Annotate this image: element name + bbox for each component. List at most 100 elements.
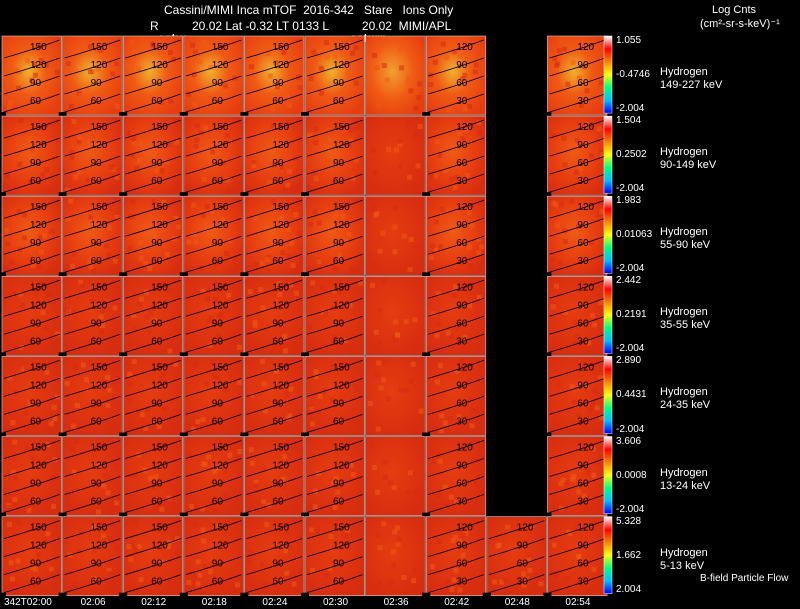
noise-pixel [274, 368, 280, 374]
noise-pixel [64, 380, 70, 386]
noise-pixel [468, 396, 474, 402]
noise-pixel [573, 169, 579, 175]
noise-pixel [103, 472, 109, 478]
contour-line [549, 217, 606, 237]
contour-label: 90 [333, 318, 345, 329]
noise-pixel [590, 401, 596, 407]
corner-mark [0, 432, 6, 439]
noise-pixel [454, 368, 460, 374]
noise-pixel [126, 543, 132, 549]
contour-label: 60 [456, 398, 468, 409]
corner-mark [301, 192, 309, 199]
noise-pixel [48, 421, 54, 427]
noise-pixel [582, 241, 588, 247]
noise-pixel [131, 313, 137, 319]
noise-pixel [393, 319, 399, 325]
contour-line [428, 396, 484, 415]
contour-line [125, 173, 181, 193]
noise-pixel [54, 69, 60, 75]
noise-pixel [391, 549, 397, 555]
plot-subtitle: R 20.02 Lat -0.32 LT 0133 L 20.02 MIMI/A… [150, 19, 452, 33]
contour-line [428, 378, 484, 397]
colorbar-cmin-label: -2.004 [616, 183, 645, 195]
noise-pixel [71, 423, 77, 429]
corner-mark [240, 352, 249, 359]
noise-pixel [100, 533, 106, 539]
noise-pixel [569, 198, 575, 204]
noise-pixel [576, 579, 582, 585]
corner-mark [301, 432, 309, 439]
colorbar [603, 436, 613, 514]
contour-label: 60 [333, 176, 345, 187]
noise-pixel [36, 552, 42, 558]
noise-pixel [175, 224, 181, 230]
noise-pixel [316, 259, 322, 265]
noise-pixel [455, 321, 461, 327]
noise-pixel [284, 391, 290, 397]
noise-pixel [558, 38, 564, 44]
noise-pixel [459, 76, 465, 82]
contour-label: 90 [333, 238, 345, 249]
contour-line [306, 279, 363, 299]
contour-label: 60 [272, 497, 284, 508]
noise-pixel [343, 238, 349, 244]
energy-range: 149-227 keV [660, 79, 723, 91]
noise-pixel [279, 164, 285, 170]
noise-pixel [333, 475, 339, 481]
noise-pixel [449, 176, 455, 182]
noise-pixel [281, 49, 287, 55]
contour-line [549, 574, 606, 593]
noise-pixel [17, 365, 23, 371]
contour-label: 150 [30, 362, 47, 373]
noise-pixel [479, 244, 485, 250]
noise-pixel [136, 65, 142, 71]
contour-line [3, 235, 60, 255]
noise-pixel [129, 39, 135, 45]
noise-pixel [387, 480, 393, 486]
noise-pixel [195, 559, 201, 565]
contour-label: 120 [91, 60, 108, 71]
corner-mark [179, 112, 188, 119]
noise-pixel [193, 143, 199, 149]
noise-pixel [290, 444, 296, 450]
noise-pixel [445, 503, 451, 509]
noise-pixel [392, 224, 398, 230]
noise-pixel [598, 299, 604, 305]
contour-label: 120 [456, 202, 473, 213]
noise-pixel [150, 42, 156, 48]
contour-label: 150 [212, 362, 229, 373]
noise-pixel [567, 531, 573, 537]
contour-line [428, 440, 484, 459]
noise-pixel [591, 472, 597, 478]
noise-pixel [460, 552, 466, 558]
noise-pixel [199, 506, 205, 512]
noise-pixel [329, 397, 335, 403]
noise-pixel [430, 311, 436, 317]
noise-pixel [437, 244, 443, 250]
contour-label: 60 [517, 559, 529, 570]
noise-pixel [562, 227, 568, 233]
noise-pixel [356, 524, 362, 530]
noise-pixel [214, 523, 220, 529]
noise-pixel [275, 84, 281, 90]
contour-line [3, 57, 60, 77]
units-label: (cm²-sr-s-keV)⁻¹ [700, 18, 780, 30]
contour-line [306, 93, 363, 113]
noise-pixel [272, 399, 278, 405]
colorbar-cmid-label: 0.01063 [616, 229, 653, 241]
noise-pixel [131, 141, 137, 147]
noise-pixel [10, 420, 16, 426]
noise-pixel [384, 77, 390, 83]
noise-pixel [200, 527, 206, 533]
noise-pixel [133, 325, 139, 331]
contour-line [3, 137, 60, 157]
noise-pixel [474, 62, 480, 68]
corner-mark [119, 432, 128, 439]
contour-label: 60 [333, 416, 345, 427]
noise-pixel [578, 279, 584, 285]
noise-pixel [576, 224, 582, 230]
contour-line [64, 119, 121, 139]
noise-pixel [309, 407, 315, 413]
noise-pixel [372, 52, 378, 58]
noise-pixel [598, 375, 604, 381]
